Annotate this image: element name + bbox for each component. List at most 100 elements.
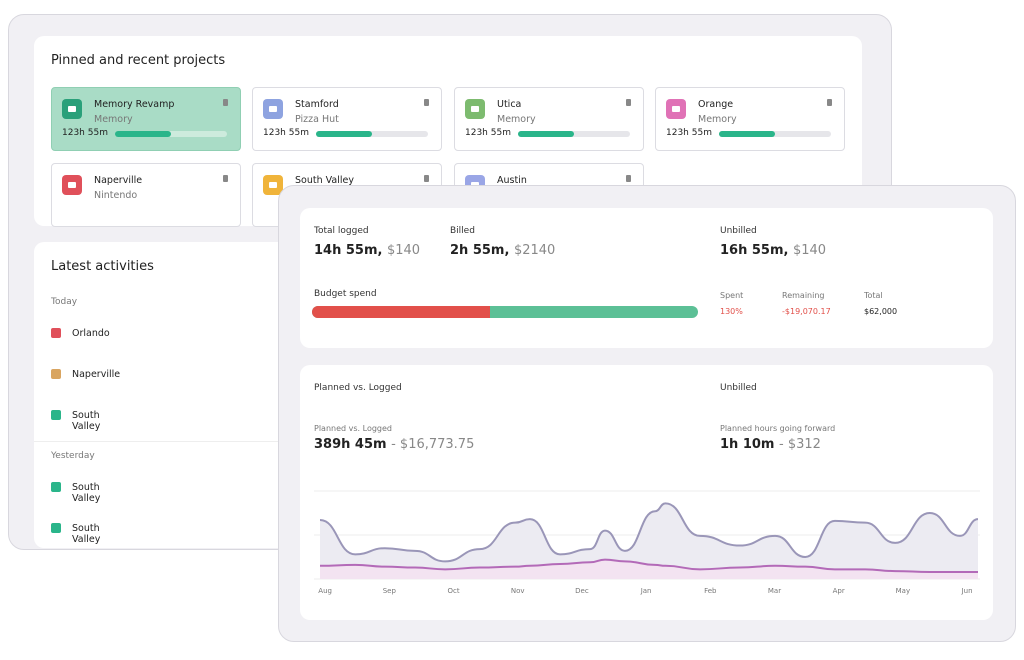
chart: Aug Sep Oct Nov Dec Jan Feb Mar Apr May Jun bbox=[314, 490, 980, 595]
project-card[interactable]: Utica Memory 123h 55m bbox=[454, 87, 644, 151]
amount: - $16,773.75 bbox=[391, 437, 475, 452]
divider bbox=[34, 441, 278, 442]
x-tick-label: Mar bbox=[768, 587, 781, 595]
time: 1h 10m bbox=[720, 437, 775, 452]
label: Total logged bbox=[314, 226, 369, 236]
project-time: 123h 55m bbox=[465, 128, 511, 138]
activity-name: Naperville bbox=[72, 369, 121, 380]
label: Unbilled bbox=[720, 226, 757, 236]
project-client: Memory bbox=[497, 114, 536, 125]
progress-fill bbox=[719, 131, 775, 137]
x-tick-label: May bbox=[896, 587, 910, 595]
project-name: South Valley bbox=[295, 175, 354, 186]
amount: $140 bbox=[386, 243, 421, 258]
value: 14h 55m, $140 bbox=[314, 243, 420, 258]
project-icon bbox=[666, 99, 686, 119]
x-tick-label: Apr bbox=[833, 587, 845, 595]
title: Planned vs. Logged bbox=[314, 383, 402, 393]
pin-icon bbox=[827, 99, 832, 106]
project-card[interactable]: Naperville Nintendo bbox=[51, 163, 241, 227]
time: 2h 55m, bbox=[450, 243, 510, 258]
activity-name: South Valley bbox=[72, 410, 101, 432]
project-name: Stamford bbox=[295, 99, 339, 110]
progress-fill bbox=[316, 131, 372, 137]
front-panel: Total logged 14h 55m, $140 Billed 2h 55m… bbox=[278, 185, 1016, 642]
x-tick-label: Jan bbox=[640, 587, 652, 595]
value: 130% bbox=[720, 307, 743, 316]
x-tick-label: Aug bbox=[318, 587, 332, 595]
project-name: Austin bbox=[497, 175, 527, 186]
activity-name: Orlando bbox=[72, 328, 110, 339]
project-name: Orange bbox=[698, 99, 734, 110]
value: -$19,070.17 bbox=[782, 307, 831, 316]
value: 2h 55m, $2140 bbox=[450, 243, 555, 258]
progress-fill bbox=[115, 131, 171, 137]
x-tick-label: Dec bbox=[575, 587, 589, 595]
label: Billed bbox=[450, 226, 475, 236]
project-icon bbox=[62, 175, 82, 195]
value: 16h 55m, $140 bbox=[720, 243, 826, 258]
project-name: Naperville bbox=[94, 175, 143, 186]
projects-title: Pinned and recent projects bbox=[51, 53, 226, 68]
activity-dot bbox=[51, 482, 61, 492]
x-tick-label: Feb bbox=[704, 587, 717, 595]
project-icon bbox=[62, 99, 82, 119]
project-card[interactable]: Memory Revamp Memory 123h 55m bbox=[51, 87, 241, 151]
activities-title: Latest activities bbox=[51, 259, 154, 274]
x-tick-label: Oct bbox=[447, 587, 459, 595]
activity-name: South Valley bbox=[72, 523, 101, 545]
label: Spent bbox=[720, 291, 744, 300]
time: 16h 55m, bbox=[720, 243, 789, 258]
amount: $2140 bbox=[513, 243, 556, 258]
budget-bar bbox=[312, 306, 698, 318]
pin-icon bbox=[223, 99, 228, 106]
project-client: Nintendo bbox=[94, 190, 138, 201]
area bbox=[320, 503, 978, 579]
project-time: 123h 55m bbox=[62, 128, 108, 138]
progress-track bbox=[316, 131, 428, 137]
pin-icon bbox=[626, 175, 631, 182]
value: $62,000 bbox=[864, 307, 898, 316]
progress-fill bbox=[518, 131, 574, 137]
budget-spent bbox=[312, 306, 490, 318]
project-time: 123h 55m bbox=[666, 128, 712, 138]
label: Planned hours going forward bbox=[720, 424, 836, 433]
label: Budget spend bbox=[314, 289, 377, 299]
project-icon bbox=[263, 99, 283, 119]
progress-track bbox=[719, 131, 831, 137]
activity-name: South Valley bbox=[72, 482, 101, 504]
time: 14h 55m, bbox=[314, 243, 383, 258]
summary-card: Total logged 14h 55m, $140 Billed 2h 55m… bbox=[300, 208, 993, 348]
project-client: Memory bbox=[94, 114, 133, 125]
progress-track bbox=[518, 131, 630, 137]
x-tick-label: Jun bbox=[961, 587, 973, 595]
pin-icon bbox=[626, 99, 631, 106]
line bbox=[319, 502, 979, 563]
pin-icon bbox=[223, 175, 228, 182]
amount: - $312 bbox=[779, 437, 821, 452]
activity-dot bbox=[51, 523, 61, 533]
label: Remaining bbox=[782, 291, 825, 300]
project-name: Utica bbox=[497, 99, 522, 110]
pin-icon bbox=[424, 99, 429, 106]
activity-dot bbox=[51, 369, 61, 379]
project-card[interactable]: Orange Memory 123h 55m bbox=[655, 87, 845, 151]
project-time: 123h 55m bbox=[263, 128, 309, 138]
line bbox=[319, 558, 978, 573]
progress-track bbox=[115, 131, 227, 137]
title: Unbilled bbox=[720, 383, 757, 393]
amount: $140 bbox=[792, 243, 827, 258]
activity-dot bbox=[51, 410, 61, 420]
area bbox=[320, 559, 978, 579]
planned-card: Planned vs. Logged Unbilled Planned vs. … bbox=[300, 365, 993, 620]
group-label: Yesterday bbox=[51, 451, 95, 461]
x-tick-label: Nov bbox=[511, 587, 525, 595]
project-client: Pizza Hut bbox=[295, 114, 339, 125]
time: 389h 45m bbox=[314, 437, 387, 452]
project-name: Memory Revamp bbox=[94, 99, 175, 110]
project-card[interactable]: Stamford Pizza Hut 123h 55m bbox=[252, 87, 442, 151]
label: Planned vs. Logged bbox=[314, 424, 392, 433]
group-label: Today bbox=[51, 297, 78, 307]
value: 389h 45m - $16,773.75 bbox=[314, 437, 474, 452]
pin-icon bbox=[424, 175, 429, 182]
